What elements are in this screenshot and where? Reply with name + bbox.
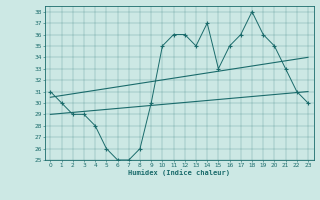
X-axis label: Humidex (Indice chaleur): Humidex (Indice chaleur) [128,169,230,176]
